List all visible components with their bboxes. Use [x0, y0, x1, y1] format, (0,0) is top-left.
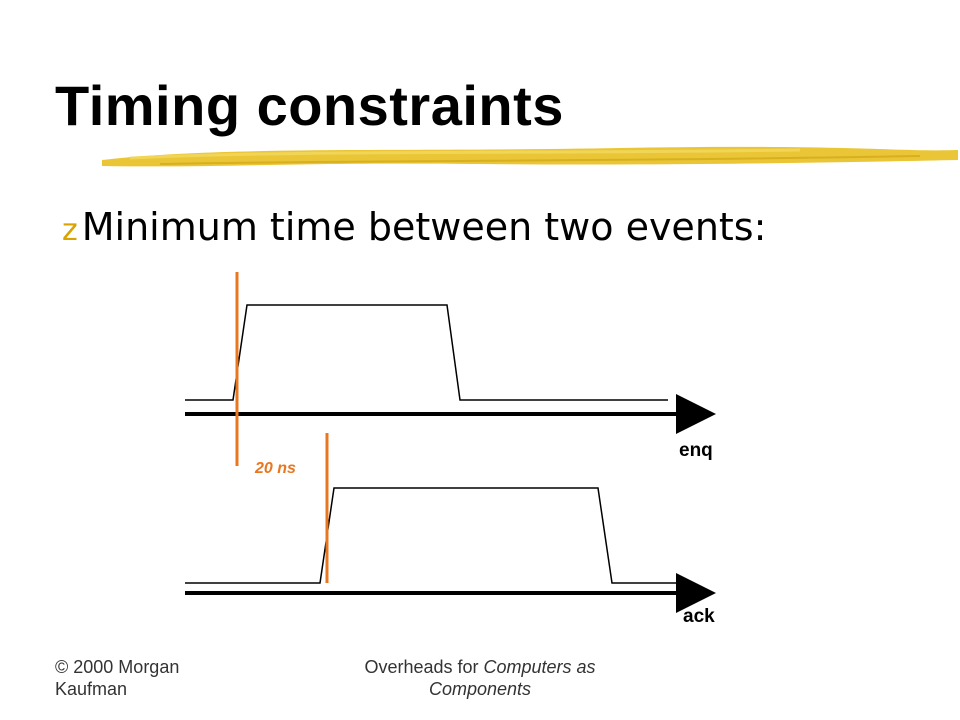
footer-source: Overheads for Computers as Components: [340, 656, 620, 700]
footer-source-prefix: Overheads for: [364, 657, 484, 677]
ack-waveform: [185, 487, 684, 584]
bullet-icon: z: [62, 213, 78, 248]
footer-copyright: © 2000 Morgan Kaufman: [55, 657, 180, 699]
ack-label: ack: [683, 606, 715, 627]
constraint-label: 20 ns: [254, 460, 296, 477]
footer-source-book-title: Computers as Components: [428, 657, 596, 699]
slide-title: Timing constraints: [55, 74, 564, 137]
bullet-item: z Minimum time between two events:: [62, 205, 766, 249]
enq-waveform: [185, 304, 668, 401]
title-underline-brush: [102, 146, 958, 167]
bullet-text: Minimum time between two events:: [81, 205, 767, 249]
enq-label: enq: [679, 440, 713, 461]
